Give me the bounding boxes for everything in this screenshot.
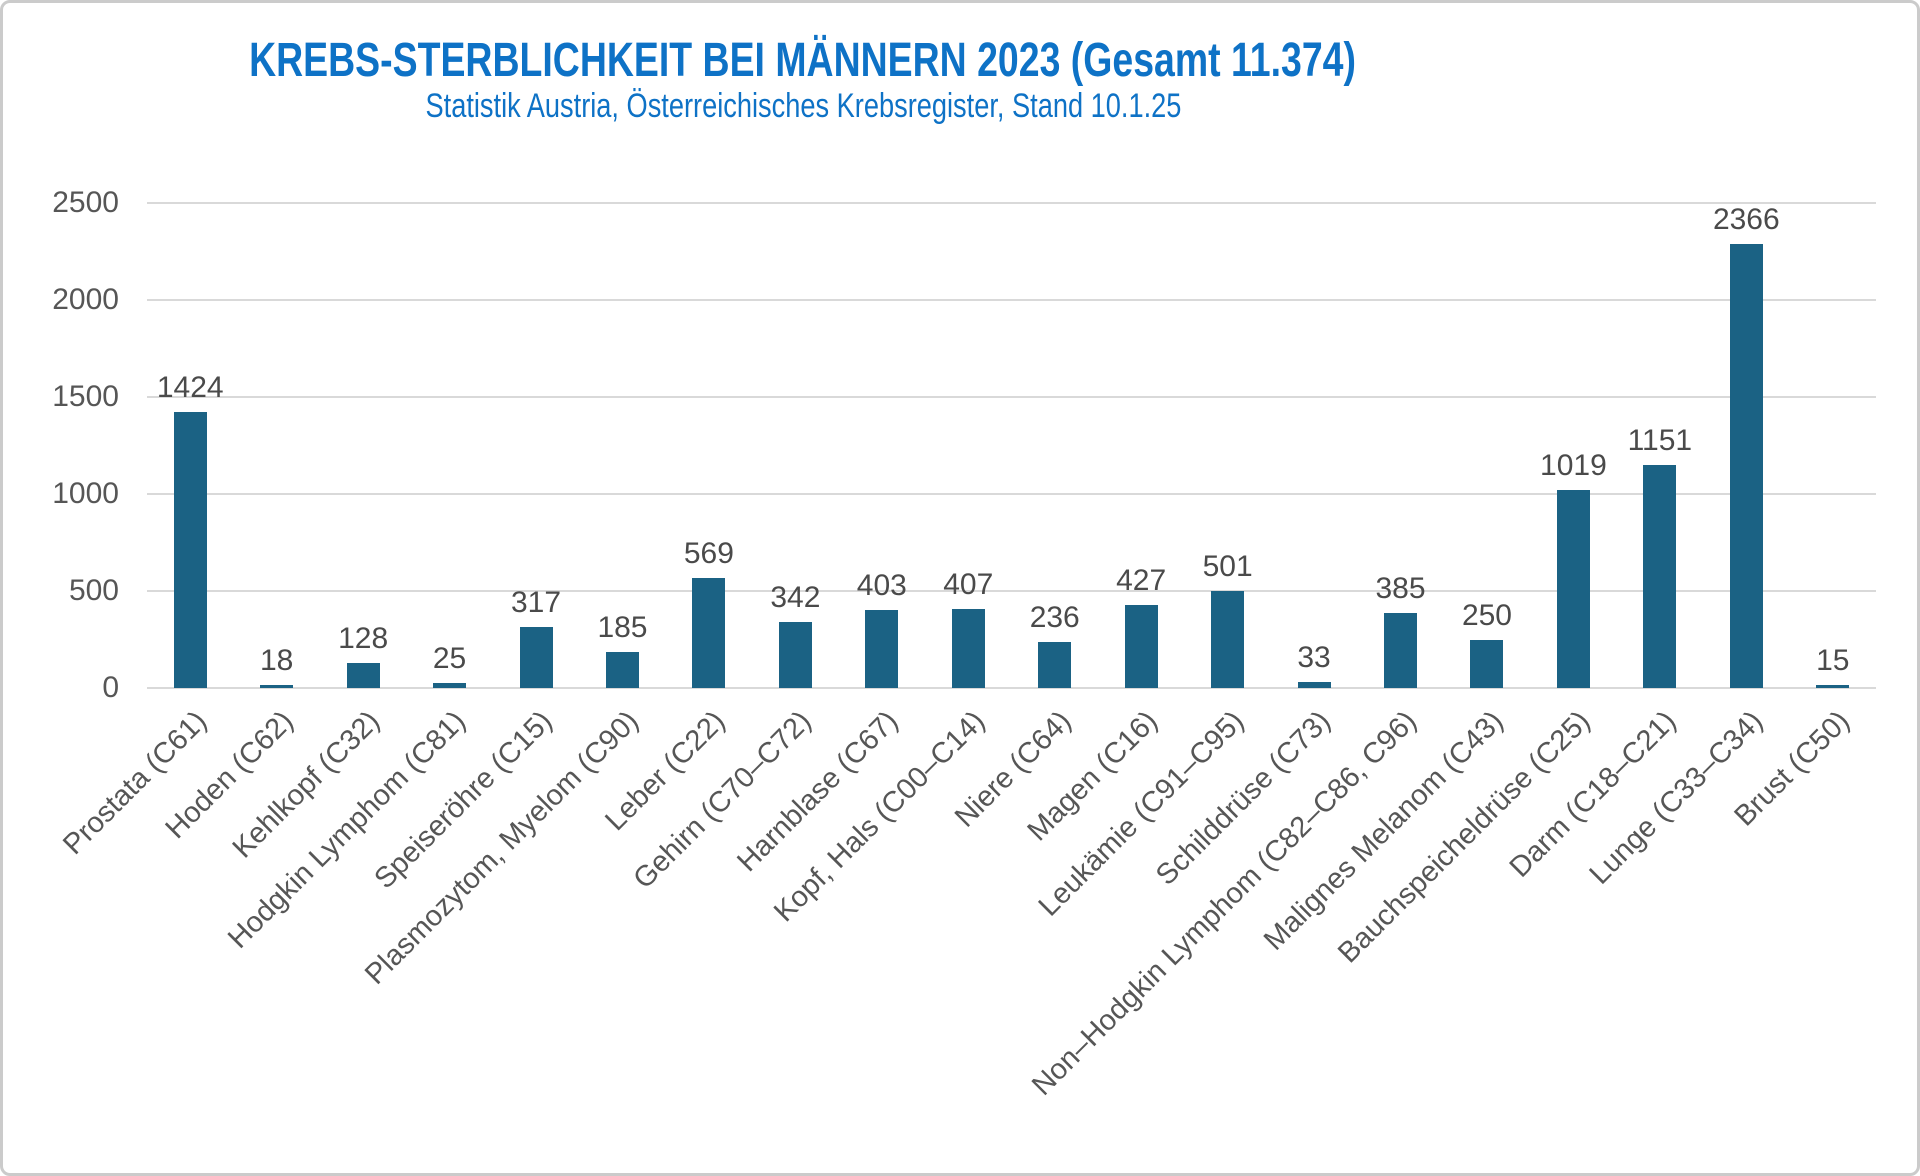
bar-value-label: 501 — [1202, 549, 1253, 583]
bar-value-label: 250 — [1461, 598, 1512, 632]
x-axis-category-label: Kehlkopf (C32) — [226, 705, 386, 865]
x-axis: Prostata (C61) Hoden (C62) Kehlkopf (C32) H… — [57, 695, 1876, 1155]
bar-group: 501 — [1184, 203, 1270, 688]
gridline — [147, 396, 1876, 398]
bar — [1297, 681, 1331, 688]
y-axis-tick-label: 500 — [68, 574, 119, 607]
bar — [865, 609, 899, 688]
bar-value-label: 15 — [1816, 644, 1850, 678]
gridline — [147, 202, 1876, 204]
chart-title: KREBS-STERBLICHKEIT BEI MÄNNERN 2023 (Ge… — [249, 34, 1357, 87]
gridline — [147, 590, 1876, 592]
bar — [605, 652, 639, 688]
bar — [1729, 244, 1763, 688]
bar — [778, 621, 812, 688]
bar — [1211, 590, 1245, 688]
bar — [1643, 464, 1677, 688]
bar — [346, 663, 380, 688]
bar-group: 1019 — [1530, 203, 1616, 688]
bar-value-label: 236 — [1029, 601, 1080, 635]
bar — [1384, 613, 1418, 688]
bar-value-label: 403 — [856, 568, 907, 602]
y-axis-tick-label: 1000 — [52, 477, 119, 510]
bar-group: 185 — [579, 203, 665, 688]
bars-container: 1424 18 128 25 317 185 569 342 403 407 236 427 501 33… — [147, 203, 1876, 688]
bar-value-label: 33 — [1297, 640, 1331, 674]
bar-value-label: 569 — [683, 536, 734, 570]
plot-area: 1424 18 128 25 317 185 569 342 403 407 236 427 501 33… — [147, 202, 1876, 689]
x-axis-category-label: Harnblase (C67) — [731, 705, 905, 879]
bar-value-label: 128 — [338, 622, 389, 656]
bar — [433, 683, 467, 688]
bar-value-label: 2366 — [1712, 203, 1780, 236]
bar-value-label: 18 — [259, 643, 294, 677]
bar-value-label: 342 — [770, 580, 821, 614]
bar-value-label: 427 — [1116, 564, 1167, 598]
y-axis-tick-label: 1500 — [52, 380, 119, 413]
bar-group: 236 — [1012, 203, 1098, 688]
bar — [951, 609, 985, 688]
bar-group: 18 — [233, 203, 319, 688]
bar-value-label: 185 — [597, 611, 648, 645]
bar — [1038, 642, 1072, 688]
bar — [519, 626, 553, 688]
bar — [1124, 605, 1158, 688]
bar-group: 2366 — [1703, 203, 1789, 688]
bar — [1816, 685, 1850, 688]
bar-group: 317 — [493, 203, 579, 688]
bar-group: 427 — [1098, 203, 1184, 688]
bar-group: 33 — [1271, 203, 1357, 688]
bar-group: 1151 — [1617, 203, 1703, 688]
gridline — [147, 493, 1876, 495]
bar-group: 25 — [406, 203, 492, 688]
bar-group: 385 — [1357, 203, 1443, 688]
y-axis-tick-label: 0 — [102, 671, 119, 704]
bar-group: 342 — [752, 203, 838, 688]
bar-group: 569 — [666, 203, 752, 688]
bar-value-label: 1019 — [1540, 449, 1607, 483]
chart-subtitle: Statistik Austria, Österreichisches Kreb… — [425, 87, 1181, 125]
bar-group: 407 — [925, 203, 1011, 688]
bar-value-label: 317 — [510, 585, 562, 619]
gridline — [147, 299, 1876, 301]
bar-group: 128 — [320, 203, 406, 688]
bar-group: 403 — [839, 203, 925, 688]
bar-value-label: 385 — [1375, 572, 1426, 606]
bar-value-label: 25 — [432, 642, 467, 676]
chart-subtitle-wrap: Statistik Austria, Österreichisches Kreb… — [3, 87, 1603, 126]
gridline — [147, 687, 1876, 689]
bar — [260, 684, 294, 688]
bar-group: 250 — [1444, 203, 1530, 688]
bar — [692, 577, 726, 688]
bar-group: 15 — [1790, 203, 1876, 688]
bar-group: 1424 — [147, 203, 233, 688]
y-axis-tick-label: 2500 — [52, 186, 119, 219]
bar — [1556, 490, 1590, 688]
y-axis: 0 500 1000 1500 2000 2500 — [3, 186, 119, 704]
bar-value-label: 407 — [943, 568, 994, 602]
bar — [173, 411, 207, 688]
bar-value-label: 1151 — [1627, 423, 1693, 457]
bar-value-label: 1424 — [156, 370, 224, 404]
y-axis-tick-label: 2000 — [52, 283, 119, 316]
bar — [1470, 639, 1504, 688]
chart-title-wrap: KREBS-STERBLICHKEIT BEI MÄNNERN 2023 (Ge… — [3, 33, 1603, 88]
